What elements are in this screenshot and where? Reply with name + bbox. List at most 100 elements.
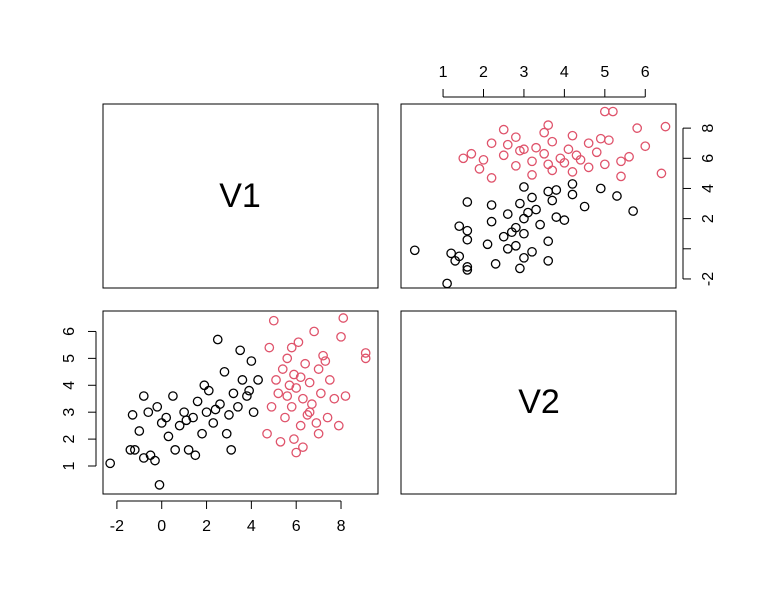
- point: [498, 231, 509, 242]
- panel-box: [400, 103, 677, 289]
- point: [458, 153, 469, 164]
- point: [551, 185, 562, 195]
- point: [304, 407, 315, 418]
- point: [454, 251, 465, 262]
- point: [300, 358, 311, 369]
- point: [595, 133, 606, 144]
- diagonal-box: [400, 310, 677, 495]
- point: [555, 153, 566, 164]
- point: [567, 179, 578, 189]
- point: [486, 200, 497, 210]
- point: [291, 383, 302, 393]
- point: [129, 445, 140, 455]
- point: [486, 138, 497, 149]
- point: [523, 207, 533, 218]
- point: [210, 404, 221, 415]
- point: [547, 195, 558, 206]
- point: [591, 147, 602, 158]
- point: [527, 156, 537, 167]
- point: [289, 434, 299, 444]
- x-tick-label: 2: [479, 64, 488, 81]
- y-tick-label: -2: [700, 272, 717, 286]
- point: [336, 331, 346, 342]
- point: [322, 412, 333, 423]
- point: [515, 145, 525, 156]
- point: [295, 372, 306, 383]
- point: [143, 407, 154, 418]
- point: [511, 240, 521, 251]
- point: [197, 428, 207, 439]
- point: [156, 418, 167, 428]
- point: [127, 410, 138, 420]
- point: [506, 227, 517, 238]
- point: [318, 350, 328, 361]
- point: [302, 410, 313, 420]
- point: [246, 356, 257, 366]
- x-tick-label: 0: [157, 518, 166, 535]
- panel-box: [102, 310, 379, 495]
- point: [599, 159, 610, 170]
- variable-label: V1: [219, 177, 261, 215]
- point: [293, 337, 304, 348]
- point: [502, 243, 513, 254]
- point: [462, 265, 473, 275]
- point: [311, 418, 322, 428]
- point: [304, 377, 315, 388]
- point: [628, 206, 638, 216]
- x-tick-label: 6: [292, 518, 301, 535]
- point: [502, 139, 513, 150]
- point: [228, 388, 239, 399]
- point: [271, 375, 281, 385]
- point: [280, 412, 290, 423]
- point: [519, 182, 529, 192]
- point: [152, 401, 163, 412]
- point: [179, 407, 189, 418]
- point: [462, 262, 473, 272]
- point: [224, 410, 234, 420]
- point: [138, 453, 149, 463]
- point: [595, 183, 606, 194]
- point: [608, 106, 618, 117]
- point: [154, 479, 165, 490]
- point: [571, 150, 582, 161]
- point: [275, 436, 286, 447]
- point: [313, 364, 324, 374]
- y-tick-label: 3: [61, 408, 78, 417]
- point: [527, 192, 537, 203]
- point: [284, 380, 295, 391]
- point: [498, 124, 509, 135]
- point: [170, 445, 181, 455]
- point: [212, 334, 223, 345]
- point: [174, 420, 185, 431]
- point: [616, 171, 626, 182]
- point: [298, 393, 308, 404]
- point: [660, 121, 671, 132]
- point: [539, 127, 550, 138]
- point: [291, 447, 302, 458]
- point: [547, 165, 558, 176]
- y-tick-label: 2: [700, 214, 717, 223]
- point: [138, 391, 149, 401]
- point: [309, 326, 319, 337]
- point: [244, 385, 254, 396]
- variable-label: V2: [518, 383, 560, 421]
- point: [289, 369, 299, 380]
- point: [478, 154, 489, 165]
- point: [273, 388, 284, 399]
- point: [519, 228, 529, 239]
- point: [329, 393, 340, 404]
- y-tick-label: 2: [61, 435, 78, 444]
- point: [134, 426, 145, 436]
- point: [446, 248, 456, 259]
- point: [511, 132, 521, 143]
- point: [286, 401, 297, 412]
- point: [498, 150, 509, 161]
- point: [286, 342, 297, 353]
- point: [338, 313, 349, 323]
- point: [298, 442, 308, 453]
- point: [559, 215, 570, 225]
- point: [442, 278, 452, 289]
- point: [519, 213, 529, 224]
- point: [519, 144, 529, 155]
- y-tick-label: 6: [61, 327, 78, 336]
